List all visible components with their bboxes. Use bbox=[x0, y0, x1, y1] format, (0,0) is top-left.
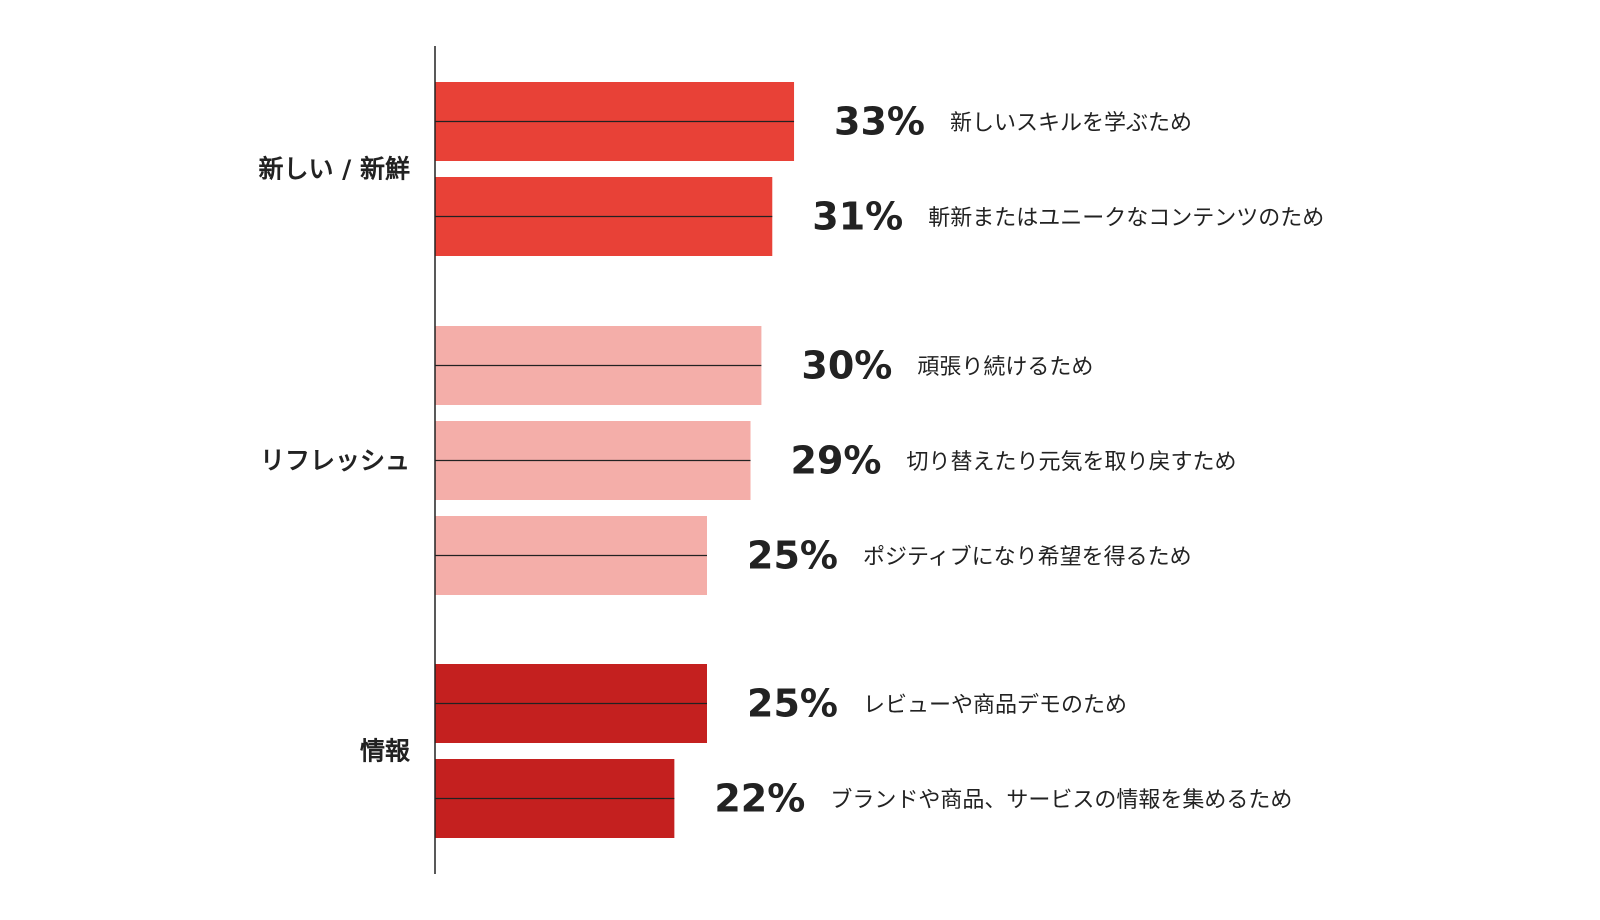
value-label: 31% bbox=[812, 195, 903, 239]
group-label: 情報 bbox=[360, 737, 411, 766]
group-label: 新しい / 新鮮 bbox=[258, 155, 410, 184]
value-label: 33% bbox=[834, 100, 925, 144]
value-label: 22% bbox=[714, 777, 805, 821]
bar-category-label: ブランドや商品、サービスの情報を集めるため bbox=[830, 788, 1292, 813]
bar-category-label: レビューや商品デモのため bbox=[863, 693, 1127, 718]
bar-category-label: 頑張り続けるため bbox=[917, 355, 1093, 380]
value-label: 25% bbox=[747, 534, 838, 578]
bar-category-label: 新しいスキルを学ぶため bbox=[950, 111, 1192, 136]
value-label: 25% bbox=[747, 682, 838, 726]
value-label: 30% bbox=[801, 344, 892, 388]
bar-category-label: ポジティブになり希望を得るため bbox=[863, 545, 1192, 570]
bar-category-label: 切り替えたり元気を取り戻すため bbox=[907, 450, 1237, 475]
bar-category-label: 斬新またはユニークなコンテンツのため bbox=[928, 206, 1324, 231]
value-label: 29% bbox=[791, 439, 882, 483]
group-label: リフレッシュ bbox=[260, 446, 410, 475]
